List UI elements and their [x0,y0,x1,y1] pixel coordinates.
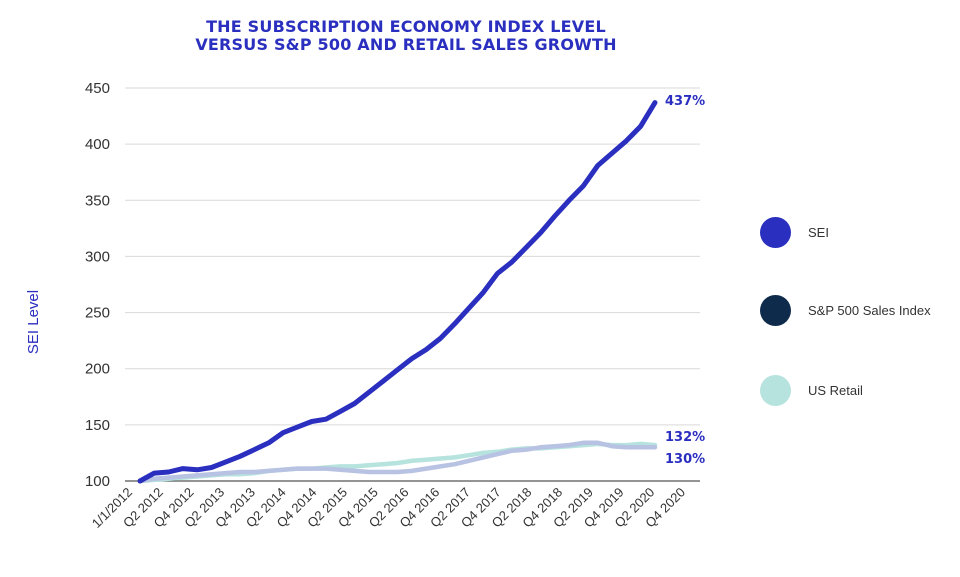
y-axis: 100 150 200 250 300 350 400 450 [85,80,110,490]
end-labels: 437% 130% 132% [665,94,705,467]
y-tick-label: 450 [85,80,110,97]
legend-item-sei: SEI [760,217,960,248]
chart-title: THE SUBSCRIPTION ECONOMY INDEX LEVEL VER… [0,18,812,54]
chart-title-line-1: THE SUBSCRIPTION ECONOMY INDEX LEVEL [206,17,606,36]
end-label-s-p-500-sales-index: 130% [665,452,705,467]
chart-title-line-2: VERSUS S&P 500 AND RETAIL SALES GROWTH [195,35,617,54]
legend-item-sp500: S&P 500 Sales Index [760,295,960,326]
legend-item-us-retail: US Retail [760,375,960,406]
series-line-s-p-500-sales-index [137,440,658,484]
y-axis-label: SEI Level [25,290,42,354]
legend-label-sei: SEI [808,225,829,240]
legend-swatch-sp500 [760,295,791,326]
y-tick-label: 250 [85,305,110,322]
legend-swatch-sei [760,217,791,248]
end-label-us-retail: 132% [665,430,705,445]
series-lines [137,100,658,484]
y-tick-label: 100 [85,473,110,490]
y-tick-label: 400 [85,136,110,153]
series-line-sei [137,100,658,484]
grid-lines [125,87,700,482]
end-label-sei: 437% [665,94,705,109]
y-tick-label: 300 [85,248,110,265]
y-tick-label: 350 [85,192,110,209]
y-tick-label: 150 [85,417,110,434]
legend-swatch-us-retail [760,375,791,406]
legend-label-us-retail: US Retail [808,383,863,398]
y-tick-label: 200 [85,361,110,378]
legend-label-sp500: S&P 500 Sales Index [808,303,931,318]
